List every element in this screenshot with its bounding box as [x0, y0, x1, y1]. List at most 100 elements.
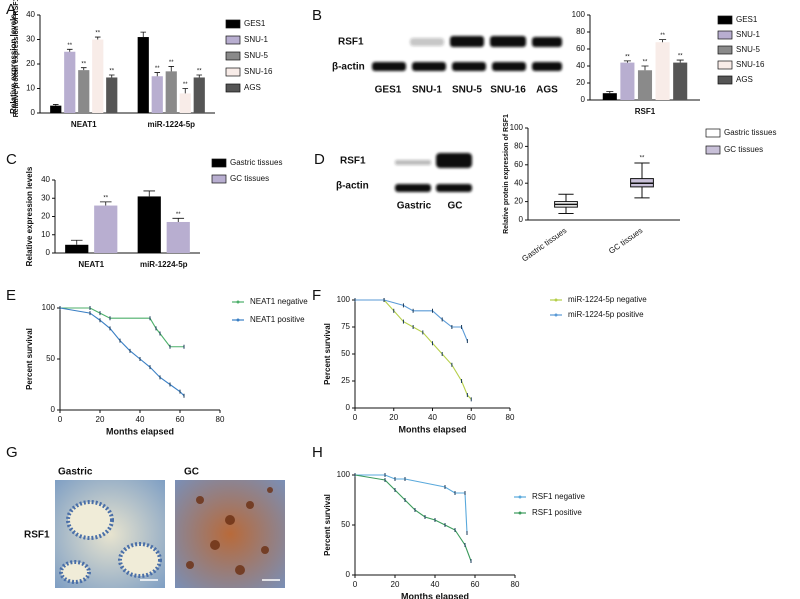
legend-swatch	[225, 35, 241, 45]
y-axis-label: Relative expression levels	[9, 14, 18, 114]
y-tick-label: 25	[341, 376, 350, 385]
legend-swatch	[717, 45, 733, 55]
y-tick-label: 10	[41, 230, 50, 239]
legend-swatch	[236, 300, 240, 304]
legend-swatch	[211, 158, 227, 168]
legend-swatch	[225, 83, 241, 93]
x-axis-label: Months elapsed	[401, 591, 469, 599]
y-tick-label: 60	[576, 44, 585, 53]
significance-label: **	[176, 212, 181, 218]
y-tick-label: 50	[341, 349, 350, 358]
blot-row-label: RSF1	[338, 37, 364, 48]
y-axis-label: Percent survival	[25, 328, 34, 390]
bar	[620, 62, 635, 100]
y-tick-label: 100	[42, 303, 56, 312]
legend-label: SNU-1	[244, 35, 269, 44]
blot-row-label: β-actin	[336, 181, 369, 192]
legend-label: AGS	[736, 75, 753, 84]
legend-label: SNU-5	[244, 51, 269, 60]
x-tick-label: 80	[506, 413, 515, 422]
legend-swatch	[717, 75, 733, 85]
legend-label: NEAT1 positive	[250, 315, 305, 324]
y-tick-label: 30	[26, 35, 35, 44]
panel-label: B	[312, 7, 322, 24]
significance-label: **	[103, 195, 108, 201]
legend-label: GES1	[244, 19, 266, 28]
x-tick-label: 60	[471, 580, 480, 589]
significance-label: **	[81, 61, 86, 67]
x-tick-label: 20	[389, 413, 398, 422]
y-tick-label: 0	[46, 248, 51, 257]
x-tick-label: 0	[353, 580, 358, 589]
bar	[673, 62, 688, 100]
box-whisker	[558, 193, 574, 215]
x-tick-label: GC tissues	[607, 226, 644, 256]
significance-label: **	[660, 33, 665, 39]
legend-swatch	[225, 67, 241, 77]
y-tick-label: 30	[41, 193, 50, 202]
survival-line	[355, 474, 468, 534]
x-tick-label: Gastric tissues	[520, 226, 568, 263]
x-tick-label: 40	[431, 580, 440, 589]
blot-row-label: β-actin	[332, 62, 365, 73]
legend-label: NEAT1 negative	[250, 297, 308, 306]
legend-swatch	[554, 313, 558, 317]
significance-label: **	[169, 60, 174, 66]
significance-label: **	[197, 69, 202, 75]
y-tick-label: 10	[26, 84, 35, 93]
legend-swatch	[225, 51, 241, 61]
blot-lane-label: SNU-16	[490, 85, 526, 96]
y-tick-label: 20	[26, 59, 35, 68]
error-bar	[154, 72, 161, 77]
y-tick-label: 80	[514, 142, 523, 151]
significance-label: **	[643, 60, 648, 66]
blot-image	[372, 36, 562, 71]
x-tick-label: 0	[353, 413, 358, 422]
legend-swatch	[211, 174, 227, 184]
bar	[166, 221, 190, 253]
error-bar	[676, 59, 684, 63]
legend-label: GC tissues	[230, 174, 269, 183]
survival-line	[355, 299, 468, 342]
significance-label: **	[109, 69, 114, 75]
panel-label: E	[6, 287, 16, 304]
error-bar	[623, 60, 631, 63]
legend-label: SNU-16	[736, 60, 765, 69]
y-axis-label: Relative protein expression of RSF1	[13, 0, 20, 117]
bar	[193, 77, 205, 113]
legend-label: GC tissues	[724, 145, 763, 154]
y-tick-label: 75	[341, 322, 350, 331]
error-bar	[94, 36, 101, 40]
bar	[106, 77, 118, 113]
bar	[50, 105, 62, 113]
y-tick-label: 0	[519, 215, 524, 224]
blot-lane-label: Gastric	[397, 201, 432, 212]
x-tick-label: 20	[391, 580, 400, 589]
error-bar	[196, 74, 203, 78]
x-tick-label: NEAT1	[78, 260, 104, 269]
legend-label: SNU-5	[736, 45, 761, 54]
y-tick-label: 0	[346, 403, 351, 412]
blot-lane-label: GC	[448, 201, 463, 212]
legend-label: GES1	[736, 15, 758, 24]
error-bar	[606, 91, 614, 94]
y-tick-label: 100	[337, 295, 351, 304]
y-axis-label: Relative protein expression of RSF1	[503, 114, 510, 234]
bar	[92, 39, 104, 113]
survival-line	[354, 474, 472, 562]
legend-swatch	[717, 60, 733, 70]
error-bar	[108, 74, 115, 78]
panel-label: H	[312, 444, 323, 461]
error-bar	[66, 48, 73, 52]
significance-label: **	[625, 54, 630, 60]
error-bar	[52, 104, 59, 106]
x-tick-label: miR-1224-5p	[140, 260, 188, 269]
blot-lane-label: AGS	[536, 85, 558, 96]
legend-label: AGS	[244, 83, 261, 92]
histology-column-label: GC	[184, 467, 199, 478]
x-tick-label: 20	[96, 415, 105, 424]
significance-label: **	[640, 156, 645, 162]
legend-swatch	[705, 128, 721, 138]
legend-swatch	[518, 511, 522, 515]
x-tick-label: NEAT1	[71, 120, 97, 129]
